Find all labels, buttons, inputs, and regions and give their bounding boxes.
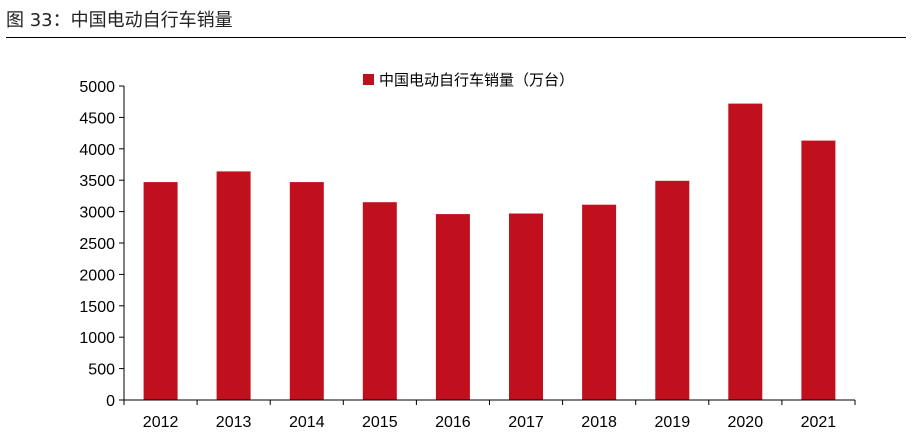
x-tick-label: 2021 bbox=[801, 414, 837, 431]
y-tick-label: 5000 bbox=[79, 79, 115, 96]
figure-header: 图 33：中国电动自行车销量 bbox=[6, 0, 906, 38]
y-tick-label: 4000 bbox=[79, 142, 115, 159]
x-tick-label: 2020 bbox=[728, 414, 764, 431]
x-tick-label: 2018 bbox=[581, 414, 617, 431]
bar-2012 bbox=[143, 182, 178, 400]
y-tick-label: 2500 bbox=[79, 236, 115, 253]
y-tick-label: 0 bbox=[106, 393, 115, 410]
y-tick-label: 3500 bbox=[79, 173, 115, 190]
chart-legend: 中国电动自行车销量（万台） bbox=[363, 71, 574, 89]
y-ticks-group: 0 500 1000 1500 2000 2500 3000 3500 4000 4500 5000 bbox=[79, 79, 124, 410]
y-tick-label: 1000 bbox=[79, 330, 115, 347]
bar-2017 bbox=[509, 213, 543, 400]
x-ticks-group: 2012 2013 2014 2015 2016 2017 2018 2019 2020 2021 bbox=[123, 400, 856, 431]
bar-2015 bbox=[362, 202, 397, 400]
bar-2013 bbox=[216, 171, 251, 400]
figure-title: 图 33：中国电动自行车销量 bbox=[6, 10, 233, 31]
bar-2018 bbox=[582, 204, 617, 400]
x-tick-label: 2016 bbox=[435, 414, 471, 431]
bar-2014 bbox=[289, 182, 324, 400]
x-tick-label: 2012 bbox=[143, 414, 179, 431]
bar-2020 bbox=[728, 103, 763, 400]
legend-swatch bbox=[363, 74, 374, 85]
x-tick-label: 2014 bbox=[289, 414, 325, 431]
y-tick-label: 4500 bbox=[79, 110, 115, 127]
x-tick-label: 2015 bbox=[362, 414, 398, 431]
y-tick-label: 3000 bbox=[79, 205, 115, 222]
x-tick-label: 2019 bbox=[655, 414, 691, 431]
y-tick-label: 500 bbox=[88, 362, 115, 379]
legend-label: 中国电动自行车销量（万台） bbox=[379, 71, 574, 89]
bar-2021 bbox=[801, 140, 836, 400]
x-tick-label: 2017 bbox=[508, 414, 544, 431]
y-tick-label: 1500 bbox=[79, 299, 115, 316]
bar-2019 bbox=[655, 180, 690, 400]
bars-group bbox=[143, 103, 836, 400]
bar-2016 bbox=[435, 214, 470, 400]
y-tick-label: 2000 bbox=[79, 267, 115, 284]
x-tick-label: 2013 bbox=[216, 414, 252, 431]
